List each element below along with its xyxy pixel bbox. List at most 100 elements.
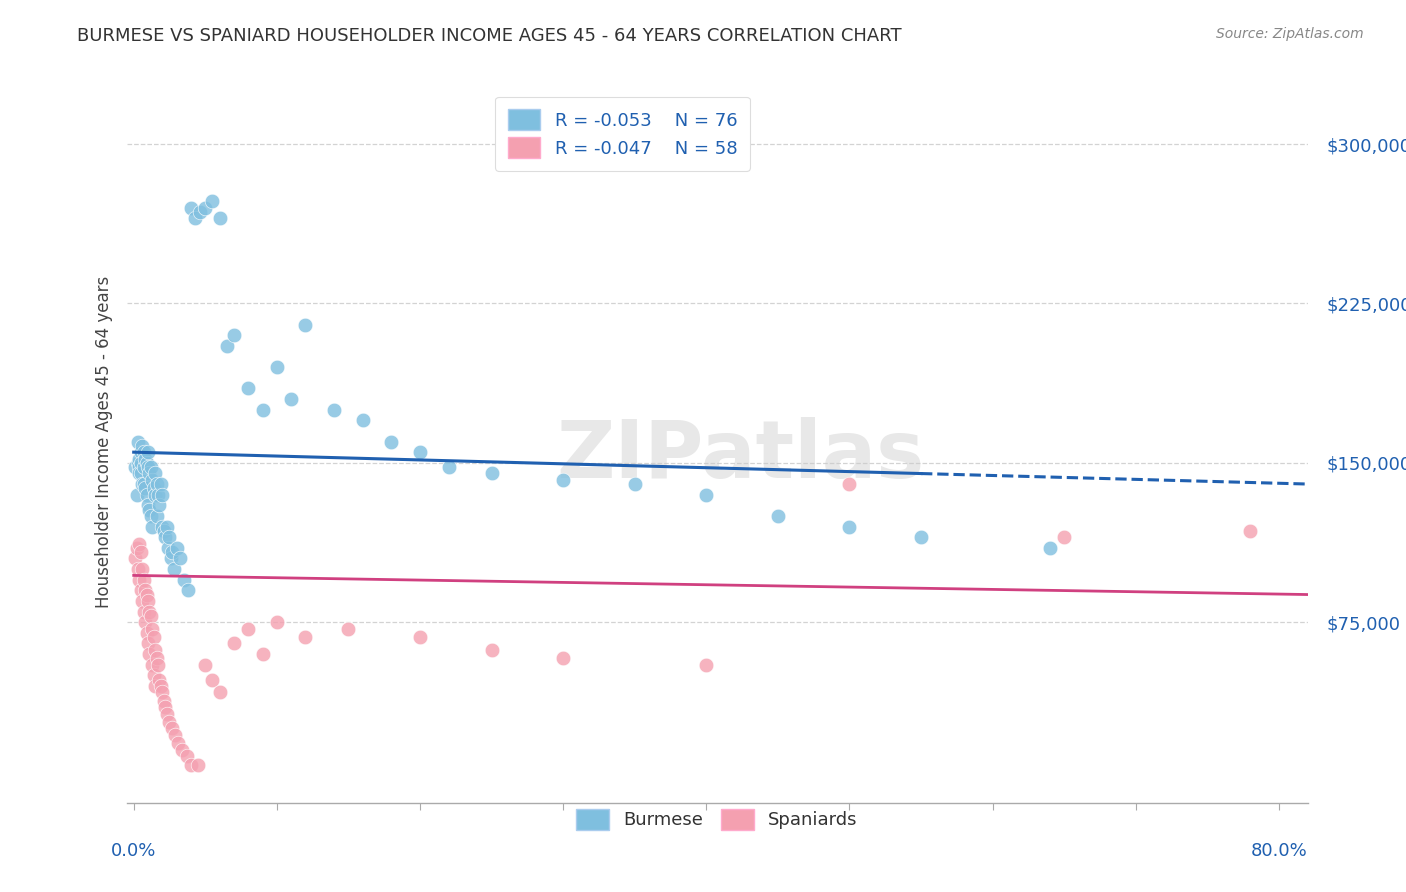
Point [143, 488, 166, 502]
Point [910, 530, 932, 544]
Point [143, 679, 166, 693]
Point [1039, 541, 1062, 555]
Point [323, 402, 346, 417]
Point [124, 460, 146, 475]
Point [159, 714, 181, 729]
Point [766, 508, 789, 523]
Point [143, 642, 166, 657]
Point [141, 519, 163, 533]
Point [132, 477, 155, 491]
Text: ZIPatlas: ZIPatlas [557, 417, 925, 495]
Point [553, 473, 575, 487]
Point [184, 211, 207, 226]
Point [129, 583, 152, 598]
Point [695, 657, 717, 672]
Point [148, 498, 170, 512]
Point [194, 201, 217, 215]
Point [146, 657, 169, 672]
Point [136, 498, 159, 512]
Point [162, 722, 184, 736]
Point [127, 562, 149, 576]
Point [252, 647, 274, 661]
Point [201, 194, 224, 209]
Point [159, 530, 181, 544]
Point [180, 201, 202, 215]
Point [142, 668, 165, 682]
Point [201, 673, 224, 687]
Point [134, 451, 156, 466]
Point [252, 402, 274, 417]
Point [139, 608, 162, 623]
Point [294, 318, 316, 332]
Point [136, 636, 159, 650]
Point [139, 460, 162, 475]
Point [135, 588, 157, 602]
Point [135, 625, 157, 640]
Point [141, 622, 163, 636]
Point [409, 630, 432, 644]
Point [169, 551, 191, 566]
Point [152, 524, 174, 538]
Point [149, 679, 172, 693]
Point [157, 541, 180, 555]
Legend: Burmese, Spaniards: Burmese, Spaniards [569, 802, 865, 837]
Point [125, 488, 148, 502]
Point [266, 360, 288, 375]
Point [138, 502, 160, 516]
Point [138, 605, 160, 619]
Point [153, 700, 176, 714]
Point [124, 551, 146, 566]
Point [437, 460, 460, 475]
Point [150, 685, 173, 699]
Point [134, 615, 156, 630]
Text: 80.0%: 80.0% [1250, 842, 1308, 860]
Point [187, 757, 209, 772]
Point [695, 488, 717, 502]
Point [280, 392, 302, 406]
Point [145, 651, 167, 665]
Point [409, 445, 432, 459]
Point [623, 477, 645, 491]
Text: BURMESE VS SPANIARD HOUSEHOLDER INCOME AGES 45 - 64 YEARS CORRELATION CHART: BURMESE VS SPANIARD HOUSEHOLDER INCOME A… [77, 27, 903, 45]
Point [173, 573, 195, 587]
Text: 0.0%: 0.0% [111, 842, 156, 860]
Point [150, 488, 173, 502]
Point [132, 573, 155, 587]
Point [167, 736, 190, 750]
Point [136, 460, 159, 475]
Point [129, 445, 152, 459]
Point [141, 657, 163, 672]
Point [127, 434, 149, 449]
Point [146, 488, 169, 502]
Point [131, 594, 153, 608]
Point [222, 328, 245, 343]
Point [132, 460, 155, 475]
Point [152, 694, 174, 708]
Point [838, 477, 860, 491]
Point [156, 706, 179, 721]
Point [208, 211, 231, 226]
Point [266, 615, 288, 630]
Text: Source: ZipAtlas.com: Source: ZipAtlas.com [1216, 27, 1364, 41]
Point [142, 630, 165, 644]
Point [141, 473, 163, 487]
Y-axis label: Householder Income Ages 45 - 64 years: Householder Income Ages 45 - 64 years [94, 276, 112, 607]
Point [128, 536, 150, 550]
Point [194, 657, 217, 672]
Point [166, 541, 188, 555]
Point [135, 488, 157, 502]
Point [238, 622, 260, 636]
Point [128, 460, 150, 475]
Point [163, 562, 186, 576]
Point [222, 636, 245, 650]
Point [180, 757, 202, 772]
Point [142, 481, 165, 495]
Point [134, 583, 156, 598]
Point [1053, 530, 1076, 544]
Point [165, 728, 187, 742]
Point [188, 205, 211, 219]
Point [145, 508, 167, 523]
Point [131, 477, 153, 491]
Point [352, 413, 374, 427]
Point [136, 594, 159, 608]
